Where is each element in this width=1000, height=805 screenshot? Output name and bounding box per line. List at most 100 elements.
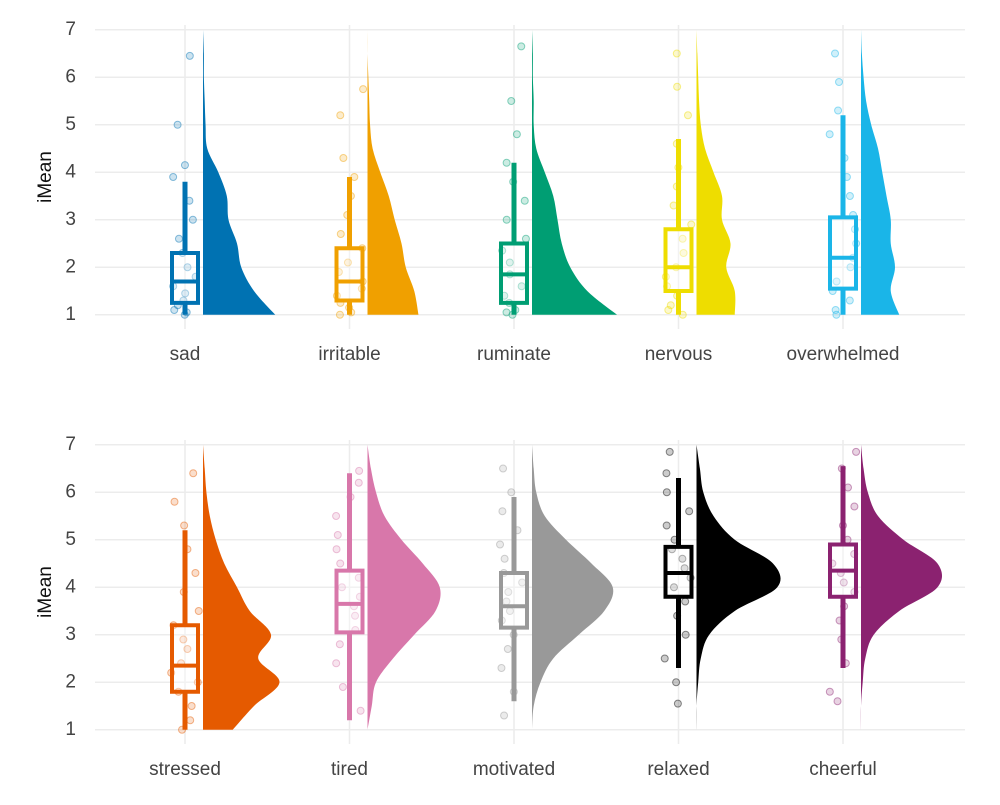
point	[174, 234, 183, 243]
x-tick-label: tired	[331, 759, 368, 780]
point	[517, 42, 526, 51]
density	[203, 29, 276, 315]
y-axis-label: iMean	[35, 151, 56, 203]
y-tick-label: 6	[65, 66, 76, 87]
point	[180, 161, 189, 170]
point	[681, 597, 690, 606]
point	[332, 512, 341, 520]
x-tick-label: motivated	[473, 759, 555, 780]
point	[685, 507, 694, 516]
x-tick-label: cheerful	[809, 759, 877, 780]
point	[832, 277, 841, 286]
point	[679, 249, 688, 257]
point	[355, 466, 364, 475]
point	[825, 130, 834, 139]
point	[188, 215, 197, 224]
y-tick-label: 5	[65, 114, 76, 135]
point	[521, 234, 530, 243]
point	[660, 654, 669, 663]
density	[696, 29, 736, 315]
box	[499, 571, 529, 630]
y-axis-label: iMean	[35, 566, 56, 618]
point	[834, 106, 843, 115]
density	[203, 444, 280, 730]
point	[678, 234, 687, 243]
density	[860, 444, 943, 730]
point	[662, 521, 671, 530]
point	[187, 702, 196, 710]
point	[359, 85, 368, 94]
point	[835, 78, 844, 86]
y-tick-label: 5	[65, 529, 76, 550]
box	[170, 251, 200, 305]
y-tick-label: 2	[65, 671, 76, 692]
point	[170, 497, 179, 506]
point	[681, 630, 690, 639]
point	[662, 488, 671, 497]
x-tick-label: relaxed	[647, 759, 709, 780]
point	[173, 120, 182, 129]
point	[339, 154, 348, 162]
point	[664, 306, 673, 314]
point	[191, 569, 200, 577]
point	[351, 611, 360, 620]
point	[507, 97, 516, 105]
point	[500, 554, 509, 563]
point	[181, 289, 190, 298]
point	[672, 678, 681, 687]
y-tick-label: 2	[65, 256, 76, 277]
point	[845, 296, 854, 305]
density	[861, 29, 900, 315]
y-tick-label: 4	[65, 161, 76, 182]
y-tick-label: 1	[65, 719, 76, 740]
x-tick-label: overwhelmed	[787, 344, 900, 365]
point	[332, 545, 341, 554]
point	[839, 578, 848, 587]
y-tick-label: 4	[65, 576, 76, 597]
point	[520, 196, 529, 205]
point	[498, 507, 507, 516]
x-tick-label: ruminate	[477, 344, 551, 365]
point	[185, 51, 194, 60]
y-tick-label: 6	[65, 481, 76, 502]
point	[831, 306, 840, 314]
point	[333, 531, 342, 539]
point	[183, 263, 192, 272]
point	[665, 447, 674, 456]
y-tick-label: 7	[65, 19, 76, 40]
point	[507, 488, 516, 497]
point	[500, 711, 509, 720]
x-tick-label: sad	[170, 344, 201, 365]
box	[170, 623, 200, 694]
point	[336, 111, 345, 120]
point	[354, 478, 363, 487]
point	[343, 258, 352, 267]
point	[496, 540, 505, 549]
point	[678, 554, 687, 563]
point	[183, 645, 192, 653]
point	[825, 687, 834, 696]
x-tick-label: stressed	[149, 759, 221, 780]
density	[696, 444, 781, 730]
point	[503, 645, 512, 653]
point	[833, 697, 842, 706]
box	[334, 246, 365, 303]
point	[502, 308, 511, 317]
point	[672, 49, 681, 58]
point	[505, 258, 514, 267]
point	[338, 683, 347, 691]
point	[683, 111, 692, 120]
point	[504, 588, 513, 596]
point	[843, 483, 852, 492]
point	[852, 447, 861, 456]
point	[687, 220, 696, 229]
point	[194, 607, 203, 615]
y-tick-label: 3	[65, 624, 76, 645]
point	[502, 215, 511, 224]
box	[663, 227, 694, 293]
point	[335, 640, 344, 649]
point	[850, 502, 859, 511]
point	[179, 635, 188, 644]
point	[845, 192, 854, 200]
